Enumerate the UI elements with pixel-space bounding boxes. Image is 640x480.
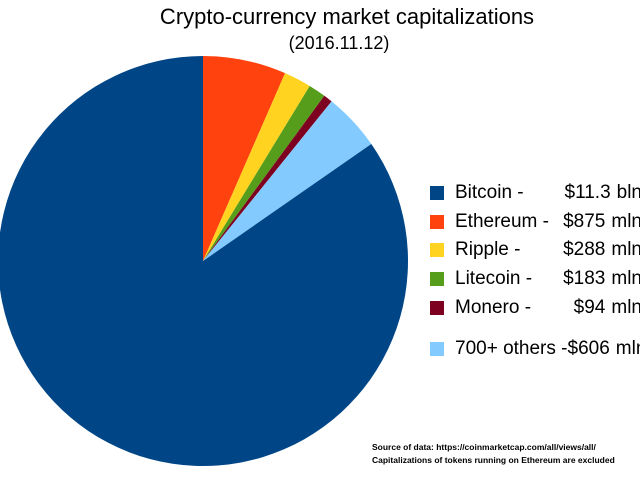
source-line-2: Capitalizations of tokens running on Eth… <box>372 455 615 465</box>
legend-row-ethereum: Ethereum - $875 mln <box>430 208 640 237</box>
pie-slice-ethereum <box>203 56 286 261</box>
legend-swatch-litecoin <box>430 272 444 287</box>
legend-unit: mln <box>611 210 640 232</box>
legend-row-bitcoin: Bitcoin - $11.3 bln <box>430 179 640 208</box>
legend-swatch-700-others <box>430 341 444 356</box>
pie-slice-ripple <box>203 73 310 262</box>
legend-value: $11.3 <box>564 182 611 204</box>
legend-value: $875 <box>563 210 606 232</box>
legend: Bitcoin - $11.3 bln Ethereum - $875 mln Ripple… <box>430 179 640 363</box>
source-note: Source of data: https://coinmarketcap.co… <box>372 441 615 467</box>
legend-value: $94 <box>573 296 606 318</box>
legend-label: Bitcoin - <box>455 182 524 204</box>
legend-row-litecoin: Litecoin - $183 mln <box>430 265 640 294</box>
legend-label: 700+ others - <box>455 337 568 359</box>
legend-unit: bln <box>616 182 640 204</box>
legend-row-monero: Monero - $94 mln <box>430 293 640 322</box>
legend-swatch-ethereum <box>430 214 444 229</box>
legend-swatch-monero <box>430 300 444 315</box>
legend-row-700-others: 700+ others -$606mln <box>430 334 640 363</box>
legend-unit: mln <box>611 239 640 261</box>
chart-title: Crypto-currency market capitalizations <box>159 4 535 29</box>
chart-subtitle: (2016.11.12) <box>288 33 390 53</box>
legend-value: $288 <box>563 239 606 261</box>
pie-slice-monero <box>203 95 332 261</box>
legend-swatch-ripple <box>430 243 444 258</box>
legend-label: Ripple - <box>455 239 521 261</box>
source-line-1: Source of data: https://coinmarketcap.co… <box>372 442 596 452</box>
pie-slice-litecoin <box>203 85 325 261</box>
pie-slice-bitcoin <box>0 56 408 466</box>
legend-unit: mln <box>611 296 640 318</box>
legend-label: Litecoin - <box>455 268 533 290</box>
legend-swatch-bitcoin <box>430 186 444 201</box>
legend-unit: mln <box>611 268 640 290</box>
legend-row-ripple: Ripple - $288 mln <box>430 236 640 265</box>
legend-label: Monero - <box>455 296 532 318</box>
legend-value: $606 <box>567 337 610 359</box>
pie-slice-700-others <box>203 101 372 261</box>
legend-unit: mln <box>615 337 640 359</box>
legend-label: Ethereum - <box>455 210 549 232</box>
legend-value: $183 <box>563 268 606 290</box>
